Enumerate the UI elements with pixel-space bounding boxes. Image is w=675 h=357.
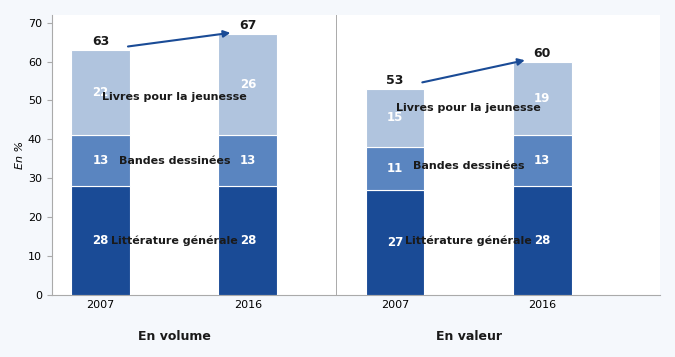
- Text: 28: 28: [534, 234, 550, 247]
- Bar: [219, 135, 277, 186]
- Text: En valeur: En valeur: [435, 330, 502, 343]
- Bar: [513, 62, 572, 135]
- Bar: [219, 34, 277, 135]
- Text: 15: 15: [387, 111, 403, 125]
- Y-axis label: En %: En %: [15, 141, 25, 169]
- Text: 26: 26: [240, 79, 256, 91]
- Text: En volume: En volume: [138, 330, 211, 343]
- Bar: [513, 135, 572, 186]
- Text: 67: 67: [239, 20, 256, 32]
- Text: 53: 53: [386, 74, 404, 87]
- Text: 63: 63: [92, 35, 109, 48]
- Bar: [513, 186, 572, 295]
- Bar: [219, 186, 277, 295]
- Text: 22: 22: [92, 86, 109, 99]
- Text: 28: 28: [240, 234, 256, 247]
- Text: Bandes dessinées: Bandes dessinées: [119, 156, 230, 166]
- Bar: [72, 135, 130, 186]
- Bar: [72, 186, 130, 295]
- Text: 28: 28: [92, 234, 109, 247]
- Text: 13: 13: [534, 154, 550, 167]
- Text: 19: 19: [534, 92, 550, 105]
- Text: 13: 13: [240, 154, 256, 167]
- Text: 11: 11: [387, 162, 403, 175]
- Text: 60: 60: [533, 47, 551, 60]
- Text: Livres pour la jeunesse: Livres pour la jeunesse: [102, 91, 246, 101]
- Text: Littérature générale: Littérature générale: [405, 235, 532, 246]
- Text: 13: 13: [92, 154, 109, 167]
- Bar: [72, 50, 130, 135]
- Text: Littérature générale: Littérature générale: [111, 235, 238, 246]
- Text: Livres pour la jeunesse: Livres pour la jeunesse: [396, 103, 541, 113]
- Bar: [366, 147, 425, 190]
- Text: Bandes dessinées: Bandes dessinées: [413, 161, 524, 171]
- Text: 27: 27: [387, 236, 403, 249]
- Bar: [366, 89, 425, 147]
- Bar: [366, 190, 425, 295]
